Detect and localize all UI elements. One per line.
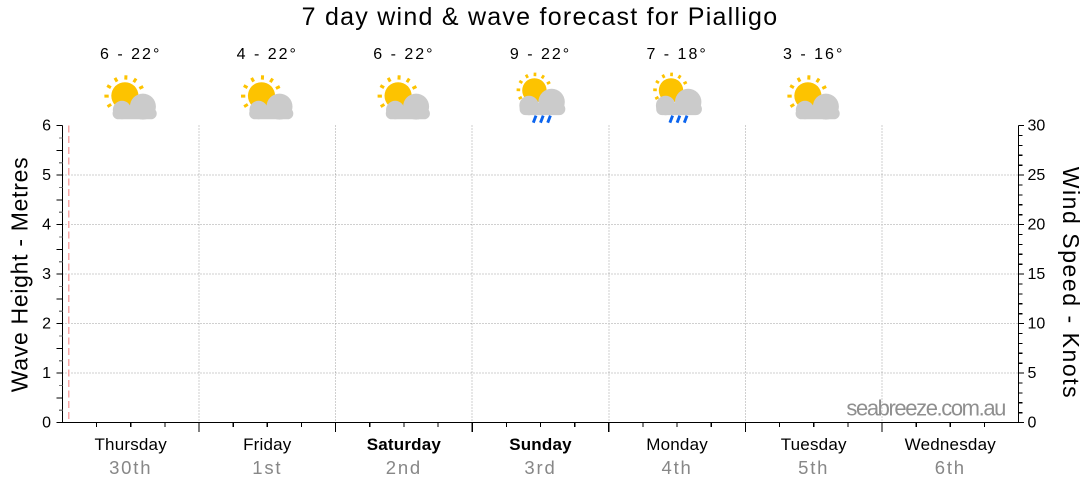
svg-text:Thursday: Thursday (94, 435, 167, 454)
svg-text:5: 5 (1028, 365, 1037, 382)
svg-text:6th: 6th (935, 457, 966, 478)
svg-text:4 - 22°: 4 - 22° (237, 46, 298, 63)
svg-text:0: 0 (42, 414, 51, 431)
svg-text:1st: 1st (252, 457, 282, 478)
svg-text:25: 25 (1028, 167, 1046, 184)
svg-text:4th: 4th (662, 457, 693, 478)
svg-text:seabreeze.com.au: seabreeze.com.au (846, 396, 1005, 421)
svg-text:5: 5 (42, 167, 51, 184)
svg-text:Friday: Friday (243, 435, 292, 454)
svg-text:3 - 16°: 3 - 16° (783, 46, 844, 63)
svg-text:9 - 22°: 9 - 22° (510, 46, 571, 63)
svg-text:20: 20 (1028, 216, 1046, 233)
svg-text:30: 30 (1028, 117, 1046, 134)
svg-text:Saturday: Saturday (367, 435, 442, 454)
svg-text:Monday: Monday (646, 435, 708, 454)
svg-text:6 - 22°: 6 - 22° (100, 46, 161, 63)
svg-text:4: 4 (42, 216, 51, 233)
svg-text:2: 2 (42, 315, 51, 332)
svg-text:6 - 22°: 6 - 22° (373, 46, 434, 63)
svg-text:10: 10 (1028, 315, 1046, 332)
svg-text:7 day wind & wave forecast for: 7 day wind & wave forecast for Pialligo (302, 3, 779, 31)
svg-text:15: 15 (1028, 266, 1046, 283)
svg-text:6: 6 (42, 117, 51, 134)
svg-text:3rd: 3rd (524, 457, 556, 478)
svg-text:Tuesday: Tuesday (781, 435, 847, 454)
svg-text:Wednesday: Wednesday (905, 435, 997, 454)
svg-text:2nd: 2nd (386, 457, 422, 478)
svg-text:Wave Height - Metres: Wave Height - Metres (7, 157, 33, 393)
svg-text:0: 0 (1028, 414, 1037, 431)
svg-text:30th: 30th (109, 457, 152, 478)
svg-text:5th: 5th (798, 457, 829, 478)
svg-text:3: 3 (42, 266, 51, 283)
svg-text:Sunday: Sunday (509, 435, 572, 454)
svg-text:Wind Speed - Knots: Wind Speed - Knots (1058, 167, 1080, 399)
svg-text:7 - 18°: 7 - 18° (646, 46, 707, 63)
svg-text:1: 1 (42, 365, 51, 382)
